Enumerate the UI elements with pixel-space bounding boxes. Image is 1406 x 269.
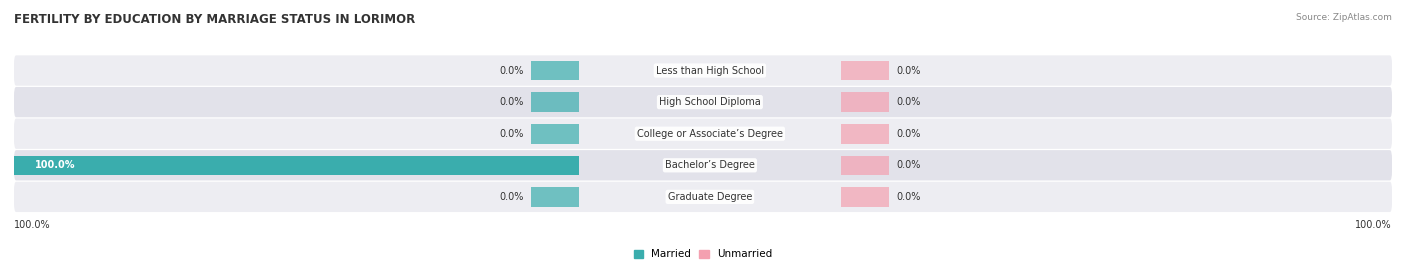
Text: 100.0%: 100.0%	[35, 160, 76, 170]
FancyBboxPatch shape	[14, 182, 1392, 212]
Bar	[531, 124, 579, 143]
Bar	[841, 61, 889, 80]
FancyBboxPatch shape	[14, 119, 1392, 149]
Text: Less than High School: Less than High School	[655, 66, 763, 76]
Text: 0.0%: 0.0%	[499, 66, 524, 76]
Bar	[841, 92, 889, 112]
Text: FERTILITY BY EDUCATION BY MARRIAGE STATUS IN LORIMOR: FERTILITY BY EDUCATION BY MARRIAGE STATU…	[14, 13, 415, 26]
Text: Bachelor’s Degree: Bachelor’s Degree	[665, 160, 755, 170]
Text: 100.0%: 100.0%	[1355, 220, 1392, 230]
Text: 0.0%: 0.0%	[896, 66, 921, 76]
FancyBboxPatch shape	[14, 150, 1392, 180]
Text: Source: ZipAtlas.com: Source: ZipAtlas.com	[1296, 13, 1392, 22]
FancyBboxPatch shape	[14, 55, 1392, 86]
Text: High School Diploma: High School Diploma	[659, 97, 761, 107]
Text: 0.0%: 0.0%	[896, 160, 921, 170]
FancyBboxPatch shape	[14, 87, 1392, 117]
Text: Graduate Degree: Graduate Degree	[668, 192, 752, 202]
Text: 0.0%: 0.0%	[896, 129, 921, 139]
Text: 0.0%: 0.0%	[896, 192, 921, 202]
Bar	[531, 187, 579, 207]
Text: College or Associate’s Degree: College or Associate’s Degree	[637, 129, 783, 139]
Bar	[841, 187, 889, 207]
Text: 0.0%: 0.0%	[499, 97, 524, 107]
Text: 0.0%: 0.0%	[896, 97, 921, 107]
Bar	[531, 92, 579, 112]
Legend: Married, Unmarried: Married, Unmarried	[630, 245, 776, 264]
Text: 100.0%: 100.0%	[14, 220, 51, 230]
Bar	[841, 124, 889, 143]
Bar	[14, 155, 579, 175]
Bar	[841, 155, 889, 175]
Text: 0.0%: 0.0%	[499, 129, 524, 139]
Bar	[531, 61, 579, 80]
Text: 0.0%: 0.0%	[499, 192, 524, 202]
